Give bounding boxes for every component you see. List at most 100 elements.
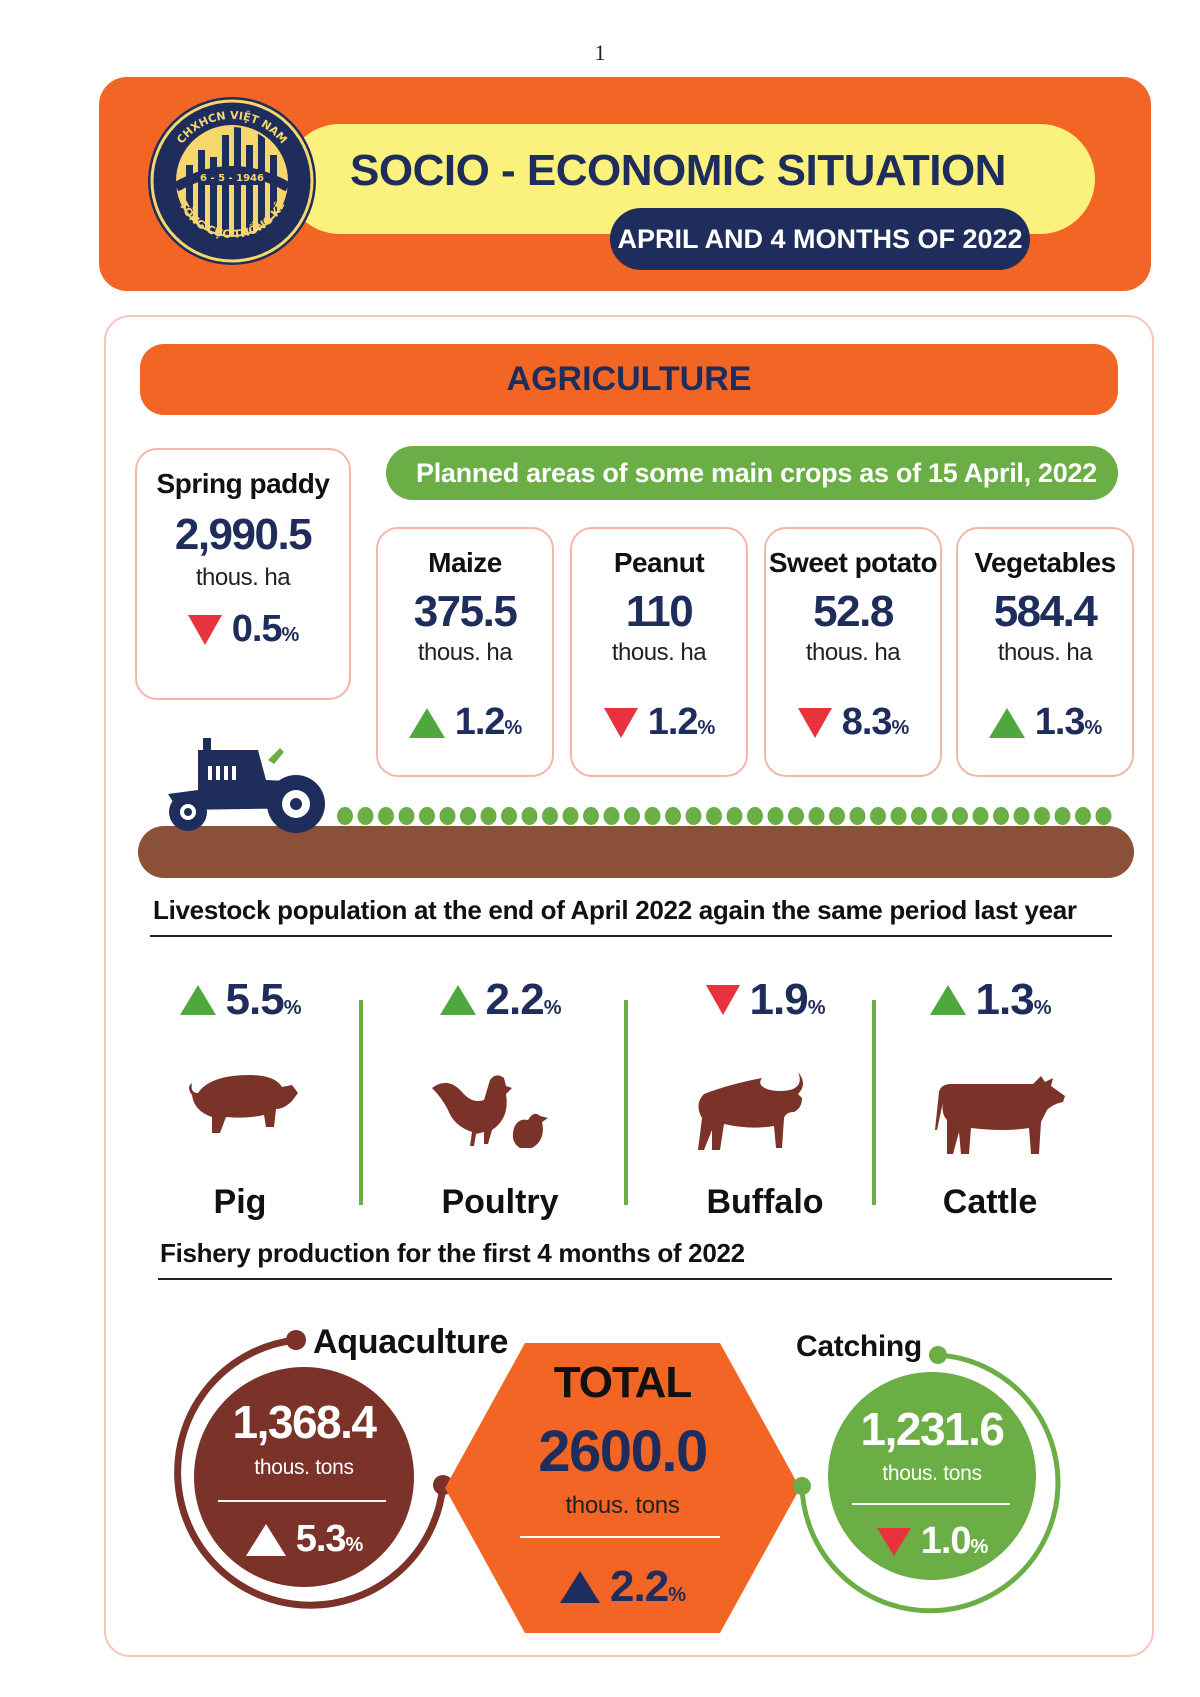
seedling-icon xyxy=(583,807,599,825)
seedling-icon xyxy=(726,807,743,825)
increase-arrow-icon xyxy=(560,1571,601,1603)
seedling-icon xyxy=(480,807,497,825)
increase-arrow-icon xyxy=(408,707,445,738)
increase-arrow-icon xyxy=(929,985,966,1015)
total-label: TOTAL xyxy=(553,1358,693,1407)
livestock-name: Buffalo xyxy=(706,1183,824,1221)
logo-date: 6 - 5 - 1946 xyxy=(200,173,264,184)
livestock-poultry: 2.2% xyxy=(390,975,610,1025)
crop-unit: thous. ha xyxy=(611,639,707,666)
crop-name: Maize xyxy=(428,547,502,578)
crop-value: 375.5 xyxy=(413,587,518,636)
decrease-arrow-icon xyxy=(876,1527,911,1556)
spring-paddy-card: Spring paddy 2,990.5 thous. ha 0.5% xyxy=(135,448,351,700)
seedling-icon xyxy=(972,807,989,825)
seedling-icon xyxy=(562,807,579,825)
seedling-icon xyxy=(849,807,866,825)
crop-change-value: 1.2 xyxy=(454,701,506,743)
aquaculture-circle xyxy=(194,1367,414,1587)
page-number: 1 xyxy=(594,40,606,65)
seedling-icon xyxy=(870,807,886,825)
seedling-icon xyxy=(1095,807,1112,825)
seedling-icon xyxy=(788,807,804,825)
crop-card-maize: Maize 375.5 thous. ha 1.2% xyxy=(376,527,554,777)
total-rule xyxy=(520,1536,720,1538)
crop-card-peanut: Peanut 110 thous. ha 1.2% xyxy=(570,527,748,777)
livestock-cattle: 1.3% xyxy=(880,975,1100,1025)
crop-name: Sweet potato xyxy=(768,547,938,578)
buffalo-icon xyxy=(698,1072,803,1150)
seedling-icon xyxy=(1054,807,1071,825)
pig-icon xyxy=(189,1075,298,1133)
seedling-icon xyxy=(952,807,968,825)
livestock-title: Livestock population at the end of April… xyxy=(153,895,1077,925)
section-bar xyxy=(140,344,1118,415)
livestock-name: Pig xyxy=(213,1183,267,1221)
seedling-icon xyxy=(747,807,763,825)
seedling-icon xyxy=(624,807,640,825)
livestock-buffalo: 1.9% xyxy=(655,975,875,1025)
seedling-icon xyxy=(1034,807,1050,825)
increase-arrow-icon xyxy=(439,985,476,1015)
spring-paddy-name: Spring paddy xyxy=(156,468,330,499)
aquaculture-label: Aquaculture xyxy=(313,1323,509,1361)
content-panel xyxy=(104,315,1154,1657)
livestock-change: 1.3% xyxy=(880,975,1100,1025)
seedling-icon xyxy=(1075,807,1091,825)
total-value: 2600.0 xyxy=(538,1419,708,1484)
seedling-icon xyxy=(665,807,681,825)
subtitle-bar xyxy=(610,208,1030,270)
seedling-icon xyxy=(398,807,415,825)
poultry-icon xyxy=(432,1075,548,1148)
cattle-icon xyxy=(935,1076,1065,1154)
livestock-name: Poultry xyxy=(441,1183,559,1221)
seedling-icon xyxy=(685,807,702,825)
page-title: SOCIO - ECONOMIC SITUATION xyxy=(350,146,1006,195)
crop-value: 110 xyxy=(625,587,694,636)
crop-change-value: 1.3 xyxy=(1034,701,1086,743)
catching-unit: thous. tons xyxy=(882,1462,982,1485)
seedling-icon xyxy=(419,807,435,825)
seedling-icon xyxy=(706,807,722,825)
crop-unit: thous. ha xyxy=(997,639,1093,666)
seedling-icon xyxy=(501,807,517,825)
livestock-change: 5.5% xyxy=(130,975,350,1025)
livestock-change: 2.2% xyxy=(390,975,610,1025)
seedling-icon xyxy=(603,807,620,825)
crop-card-sweet-potato: Sweet potato 52.8 thous. ha 8.3% xyxy=(764,527,942,777)
total-change: 2.2% xyxy=(445,1562,800,1612)
livestock-divider xyxy=(359,1000,363,1205)
catching-label: Catching xyxy=(796,1330,922,1363)
catching-value: 1,231.6 xyxy=(860,1403,1005,1455)
livestock-change: 1.9% xyxy=(655,975,875,1025)
planned-crops-bar xyxy=(386,446,1118,500)
crop-value: 52.8 xyxy=(813,587,894,636)
seedling-icon xyxy=(644,807,661,825)
spring-paddy-value: 2,990.5 xyxy=(174,510,313,559)
crop-name: Peanut xyxy=(613,547,705,578)
decrease-arrow-icon xyxy=(797,707,832,738)
seedling-icon xyxy=(808,807,825,825)
spring-paddy-change-value: 0.5 xyxy=(231,608,283,650)
seedling-icon xyxy=(829,807,845,825)
soil-strip xyxy=(138,826,1134,878)
increase-arrow-icon xyxy=(245,1523,286,1556)
seedling-icon xyxy=(890,807,907,825)
seedling-icon xyxy=(542,807,558,825)
total-unit: thous. tons xyxy=(565,1492,680,1519)
seedling-icon xyxy=(337,807,353,825)
crop-change-value: 8.3 xyxy=(841,701,893,743)
planned-crops-title: Planned areas of some main crops as of 1… xyxy=(416,458,1097,488)
seedling-icon xyxy=(378,807,394,825)
decrease-arrow-icon xyxy=(187,614,222,645)
fishery-rule xyxy=(158,1278,1112,1280)
increase-arrow-icon xyxy=(988,707,1025,738)
aquaculture-value: 1,368.4 xyxy=(232,1396,377,1448)
crop-change-value: 1.2 xyxy=(647,701,699,743)
decrease-arrow-icon xyxy=(603,707,638,738)
seedling-icon xyxy=(993,807,1009,825)
livestock-divider xyxy=(624,1000,628,1205)
crop-change: 1.2% xyxy=(572,701,746,744)
spring-paddy-unit: thous. ha xyxy=(195,564,291,591)
seedling-icon xyxy=(767,807,784,825)
